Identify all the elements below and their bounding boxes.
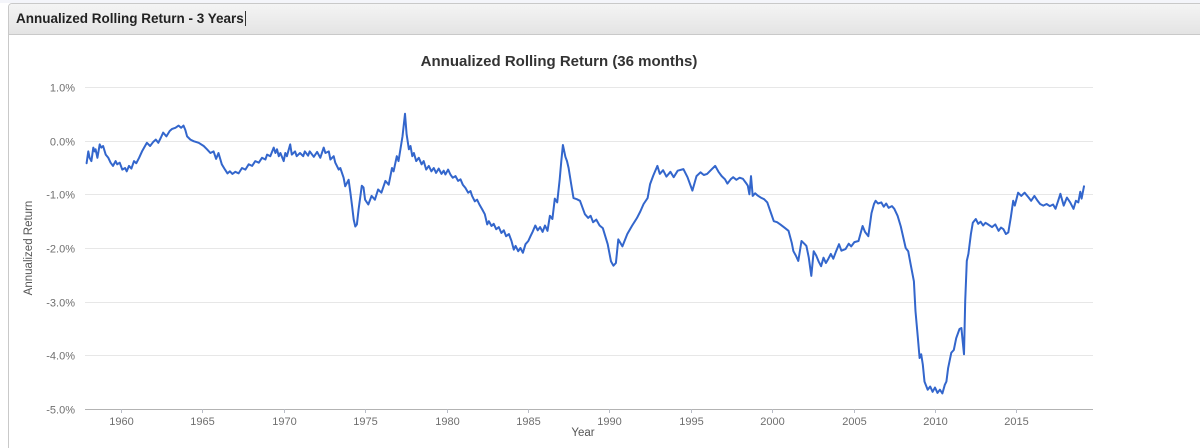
series-line [85,112,1085,395]
text-cursor [244,11,247,26]
x-tick-label: 2005 [842,416,866,428]
x-tick-label: 1960 [109,416,133,428]
y-tick-label: -4.0% [46,351,75,363]
panel-title-editable[interactable]: Annualized Rolling Return - 3 Years [16,11,244,26]
x-tick-label: 1985 [516,416,540,428]
x-tick-label: 1990 [597,416,621,428]
y-tick-label: -5.0% [46,405,75,417]
x-axis-title: Year [571,427,594,439]
panel-header: Annualized Rolling Return - 3 Years [9,4,1200,35]
page-top-strip [0,0,1200,3]
y-tick-label: -1.0% [46,190,75,202]
x-tick-label: 1965 [190,416,214,428]
chart-title: Annualized Rolling Return (36 months) [421,53,698,70]
y-axis-title: Annualized Return [23,201,35,296]
x-tick-label: 1980 [435,416,459,428]
chart-dynamic-layer: 1.0% 0.0% -1.0% -2.0% -3.0% -4.0% -5.0% 1960 196… [46,83,1093,428]
chart-area: 1.0% 0.0% -1.0% -2.0% -3.0% -4.0% -5.0% 1960 196… [9,35,1200,448]
chart-canvas[interactable]: 1.0% 0.0% -1.0% -2.0% -3.0% -4.0% -5.0% 1960 196… [9,35,1200,448]
y-tick-label: -3.0% [46,298,75,310]
x-tick-label: 2015 [1004,416,1028,428]
x-tick-label: 2010 [923,416,947,428]
y-tick-label: 1.0% [50,83,75,95]
x-tick-label: 1970 [272,416,296,428]
y-tick-label: -2.0% [46,244,75,256]
x-tick-label: 1995 [679,416,703,428]
y-tick-label: 0.0% [50,137,75,149]
chart-panel: Annualized Rolling Return - 3 Years 1.0%… [8,3,1200,448]
x-tick-label: 1975 [353,416,377,428]
x-tick-label: 2000 [760,416,784,428]
